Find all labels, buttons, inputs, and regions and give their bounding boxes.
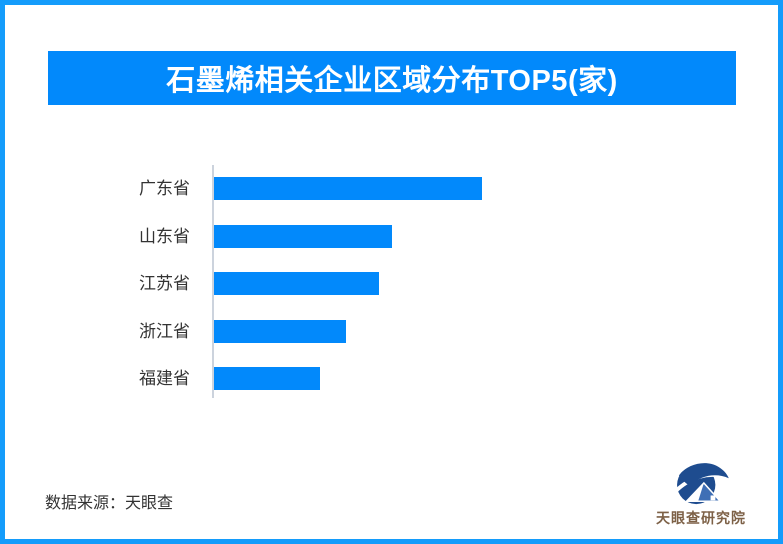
data-source-note: 数据来源：天眼查 <box>45 495 174 512</box>
bar <box>214 367 320 391</box>
bar <box>214 319 346 343</box>
bar-row: 广东省 <box>5 177 775 200</box>
bar-label: 广东省 <box>139 179 190 198</box>
brand-logo-text: 天眼查研究院 <box>656 510 746 526</box>
bar-row: 浙江省 <box>5 319 775 343</box>
tianyancha-eye-icon <box>672 463 730 505</box>
bar-label: 江苏省 <box>139 274 190 294</box>
bar-row: 福建省 <box>5 367 775 391</box>
bar-row: 山东省 <box>5 224 775 248</box>
title-banner: 石墨烯相关企业区域分布TOP5(家) <box>48 51 736 105</box>
chart-title: 石墨烯相关企业区域分布TOP5(家) <box>166 65 618 97</box>
canvas: 石墨烯相关企业区域分布TOP5(家) 广东省山东省江苏省浙江省福建省 数据来源：… <box>5 5 778 539</box>
bar-row: 江苏省 <box>5 272 775 296</box>
bar <box>214 177 482 200</box>
y-axis-line <box>212 165 214 398</box>
bar-chart: 广东省山东省江苏省浙江省福建省 <box>5 165 775 405</box>
bar-label: 浙江省 <box>139 321 190 341</box>
bar-label: 福建省 <box>139 369 190 389</box>
bar-label: 山东省 <box>139 226 190 246</box>
bar <box>214 224 392 248</box>
brand-logo: 天眼查研究院 <box>644 460 758 528</box>
bar <box>214 272 379 296</box>
